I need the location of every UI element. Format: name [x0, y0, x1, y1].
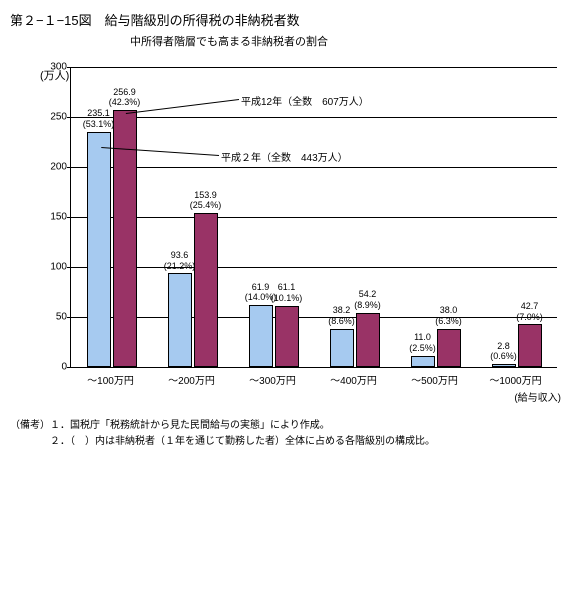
- plot-area: 050100150200250300235.1(53.1%)256.9(42.3…: [70, 67, 557, 368]
- bar-h12: [275, 306, 299, 367]
- figure-subtitle: 中所得者階層でも高まる非納税者の割合: [130, 33, 567, 49]
- bar-value-h2: 235.1(53.1%): [83, 108, 115, 130]
- bar-value-h2: 38.2(8.6%): [328, 305, 355, 327]
- bar-h2: [249, 305, 273, 367]
- legend-h12: 平成12年（全数 607万人）: [241, 93, 369, 108]
- footnote-2: ２．（ ）内は非納税者（１年を通じて勤務した者）全体に占める各階級別の構成比。: [10, 434, 567, 450]
- chart-container: (万人) 050100150200250300235.1(53.1%)256.9…: [40, 67, 567, 404]
- bar-value-h12: 38.0(6.3%): [435, 305, 462, 327]
- bar-group: 2.8(0.6%) 42.7(7.0%): [476, 67, 557, 367]
- bar-h12: [194, 213, 218, 367]
- bar-group: 38.2(8.6%)54.2(8.9%): [314, 67, 395, 367]
- bar-h2: [492, 364, 516, 367]
- footnotes: （備考）１．国税庁「税務統計から見た民間給与の実態」により作成。 ２．（ ）内は…: [10, 418, 567, 450]
- x-tick-label: ～200万円: [151, 368, 232, 387]
- x-axis-unit: (給与収入): [70, 389, 567, 404]
- bar-h2: [330, 329, 354, 367]
- bar-group: 61.9(14.0%)61.1(10.1%): [233, 67, 314, 367]
- bar-value-h12: 61.1(10.1%): [271, 282, 303, 304]
- bar-h2: [87, 132, 111, 367]
- bar-value-h2: 93.6(21.2%): [164, 250, 196, 272]
- bar-h12: [437, 329, 461, 367]
- x-tick-label: ～1000万円: [475, 368, 556, 387]
- bar-value-h12: 153.9(25.4%): [190, 190, 222, 212]
- footnote-1: （備考）１．国税庁「税務統計から見た民間給与の実態」により作成。: [10, 418, 567, 434]
- bar-group: 93.6(21.2%) 153.9(25.4%): [152, 67, 233, 367]
- x-tick-label: ～500万円: [394, 368, 475, 387]
- bar-value-h12: 256.9(42.3%): [109, 87, 141, 109]
- bar-value-h12: 42.7(7.0%): [516, 301, 543, 323]
- bar-value-h2: 2.8(0.6%): [490, 341, 517, 363]
- bar-h2: [411, 356, 435, 367]
- bar-value-h2: 11.0(2.5%): [409, 332, 436, 354]
- x-tick-label: ～300万円: [232, 368, 313, 387]
- legend-h2: 平成２年（全数 443万人）: [221, 149, 348, 164]
- figure-title: 第２−１−15図 給与階級別の所得税の非納税者数: [10, 10, 567, 29]
- bars-row: 235.1(53.1%)256.9(42.3%) 93.6(21.2%) 153.9…: [71, 67, 557, 367]
- bar-value-h12: 54.2(8.9%): [354, 289, 381, 311]
- x-tick-label: ～100万円: [70, 368, 151, 387]
- bar-h12: [356, 313, 380, 367]
- bar-h2: [168, 273, 192, 367]
- bar-group: 11.0(2.5%) 38.0(6.3%): [395, 67, 476, 367]
- bar-h12: [518, 324, 542, 367]
- x-axis-labels: ～100万円～200万円～300万円～400万円～500万円～1000万円: [70, 368, 556, 387]
- x-tick-label: ～400万円: [313, 368, 394, 387]
